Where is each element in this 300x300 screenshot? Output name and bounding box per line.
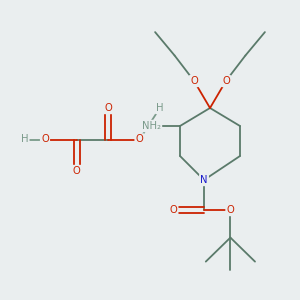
Text: H: H — [21, 134, 28, 145]
Text: NH₂: NH₂ — [142, 121, 161, 131]
Text: H: H — [156, 103, 164, 113]
Text: O: O — [169, 205, 177, 215]
Text: O: O — [226, 205, 234, 215]
Text: O: O — [41, 134, 49, 145]
Text: O: O — [190, 76, 198, 86]
Text: O: O — [73, 166, 80, 176]
Text: N: N — [200, 175, 208, 185]
Text: O: O — [136, 134, 143, 145]
Text: O: O — [104, 103, 112, 113]
Text: O: O — [222, 76, 230, 86]
